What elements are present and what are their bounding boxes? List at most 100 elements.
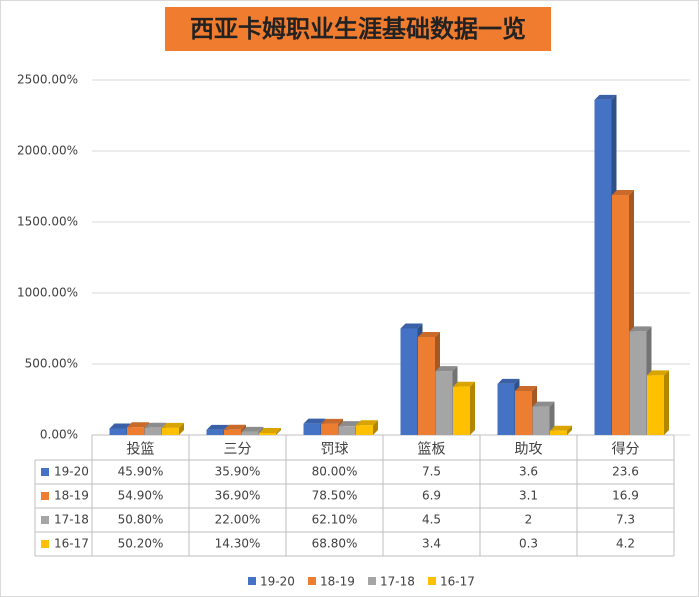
legend-key (308, 577, 316, 585)
bar-top (224, 424, 246, 430)
table-cell: 68.80% (312, 537, 358, 551)
bar-top (435, 366, 458, 372)
bar-top (321, 418, 343, 424)
table-cell: 54.90% (118, 489, 164, 503)
table-cell: 36.90% (215, 489, 261, 503)
bar-side (276, 427, 281, 435)
bar (144, 427, 162, 435)
bar (338, 426, 356, 435)
bar-top (206, 424, 229, 430)
legend-label: 17-18 (380, 575, 415, 589)
legend-label: 18-19 (320, 575, 355, 589)
bar-top (647, 370, 669, 376)
legend-key (41, 468, 49, 476)
table-cell: 6.9 (422, 489, 441, 503)
bar-side (179, 422, 184, 435)
table-cell: 50.20% (118, 537, 164, 551)
y-tick-label: 0.00% (40, 428, 78, 442)
table-series-name: 19-20 (54, 465, 89, 479)
bar-side (470, 381, 475, 435)
bar-side (664, 370, 669, 435)
legend-label: 19-20 (260, 575, 295, 589)
y-tick-label: 500.00% (25, 357, 78, 371)
legend-key (428, 577, 436, 585)
bar-top (127, 422, 149, 428)
x-tick-label: 得分 (612, 441, 640, 458)
title-box (165, 7, 551, 51)
bar (647, 375, 664, 435)
table-series-name: 16-17 (54, 537, 89, 551)
chart-title: 西亚卡姆职业生涯基础数据一览 (190, 15, 526, 43)
bar (550, 430, 567, 435)
x-tick-label: 三分 (224, 442, 252, 458)
bar (321, 423, 338, 435)
bar-top (259, 427, 281, 433)
bar-top (109, 423, 132, 429)
bar (241, 431, 259, 435)
bar-top (594, 94, 617, 100)
bar-top (356, 420, 378, 426)
bar-top (612, 190, 634, 196)
y-tick-label: 2000.00% (17, 144, 78, 158)
table-cell: 22.00% (215, 513, 261, 527)
table-cell: 7.3 (616, 513, 635, 527)
bar (127, 427, 144, 435)
legend-key (41, 492, 49, 500)
table-cell: 4.5 (422, 513, 441, 527)
table-cell: 62.10% (312, 513, 358, 527)
x-tick-label: 篮板 (418, 442, 446, 458)
table-cell: 23.6 (612, 465, 639, 479)
bar (303, 423, 321, 435)
table-series-name: 18-19 (54, 489, 89, 503)
bar (224, 429, 241, 435)
bar (400, 328, 418, 435)
table-cell: 45.90% (118, 465, 164, 479)
x-tick-label: 罚球 (321, 442, 349, 458)
bar (612, 195, 629, 435)
legend-key (41, 540, 49, 548)
table-cell: 80.00% (312, 465, 358, 479)
bar-side (373, 420, 378, 435)
table-cell: 78.50% (312, 489, 358, 503)
table-cell: 35.90% (215, 465, 261, 479)
y-tick-label: 2500.00% (17, 73, 78, 87)
bar (418, 337, 435, 435)
table-cell: 50.80% (118, 513, 164, 527)
bar (259, 432, 276, 435)
table-cell: 4.2 (616, 537, 635, 551)
bar-top (515, 385, 537, 391)
legend-key (248, 577, 256, 585)
bar (532, 406, 550, 435)
table-cell: 2 (525, 513, 533, 527)
bar-top (400, 323, 423, 329)
bar (162, 427, 179, 435)
bar-top (629, 326, 652, 332)
legend-key (368, 577, 376, 585)
bar-top (550, 425, 572, 431)
bar (109, 428, 127, 435)
bar-top (303, 418, 326, 424)
x-tick-label: 助攻 (515, 442, 543, 458)
x-tick-label: 投篮 (127, 442, 155, 458)
bar (497, 383, 515, 435)
bar-side (567, 425, 572, 435)
bar-top (144, 422, 167, 428)
bar-top (241, 426, 264, 432)
bar (356, 425, 373, 435)
bar (206, 429, 224, 435)
bar (453, 386, 470, 435)
y-tick-label: 1000.00% (17, 286, 78, 300)
bar-top (497, 378, 520, 384)
bar-side (549, 401, 555, 435)
bar (435, 371, 453, 435)
bar-top (532, 401, 555, 407)
bar-top (418, 332, 440, 338)
table-cell: 3.1 (519, 489, 538, 503)
bar (594, 99, 612, 435)
legend-key (41, 516, 49, 524)
table-cell: 3.4 (422, 537, 441, 551)
bar (515, 390, 532, 435)
bar-top (453, 381, 475, 387)
